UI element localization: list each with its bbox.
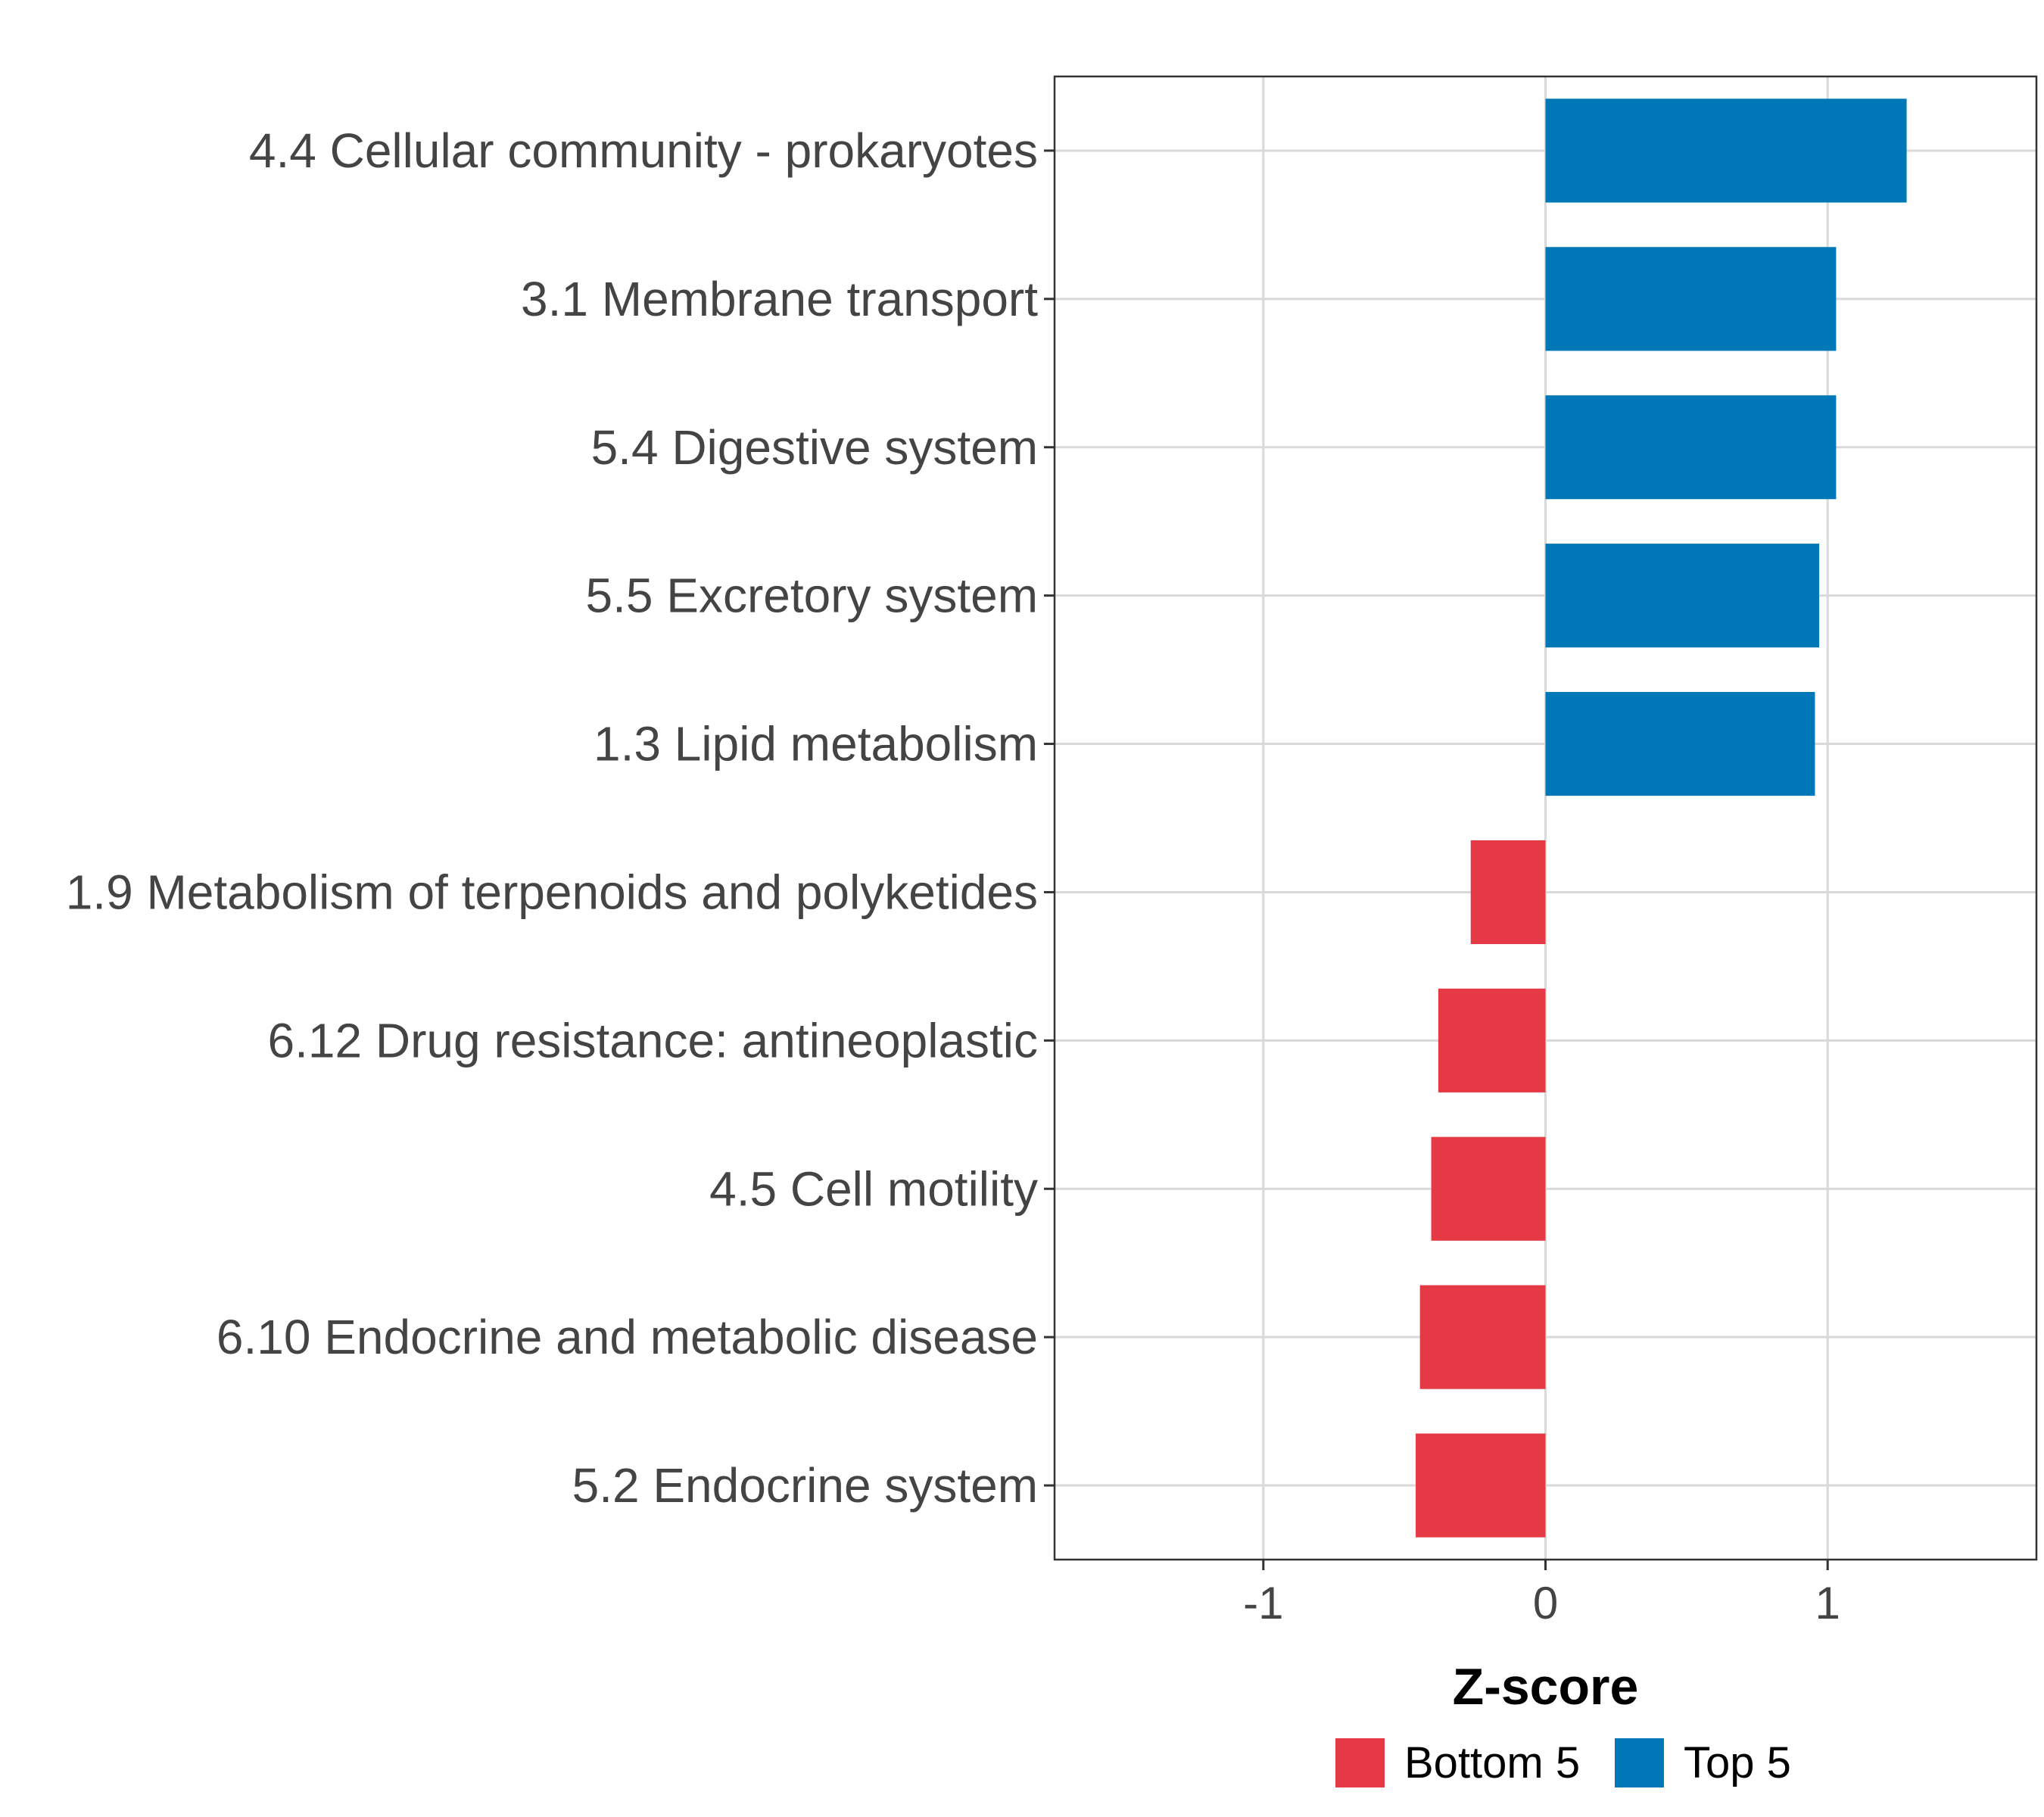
x-tick-label: -1 (1243, 1578, 1283, 1628)
x-tick-label: 0 (1533, 1578, 1558, 1628)
legend-swatch (1335, 1738, 1385, 1787)
x-axis: -1 0 1 (1243, 1560, 1840, 1628)
bar (1419, 1285, 1546, 1389)
category-label: 5.5 Excretory system (586, 569, 1039, 623)
bar (1545, 544, 1820, 648)
legend-label: Bottom 5 (1404, 1738, 1580, 1787)
category-label: 3.1 Membrane transport (521, 272, 1038, 326)
category-label: 6.12 Drug resistance: antineoplastic (268, 1013, 1038, 1067)
bar (1545, 247, 1837, 351)
legend-swatch (1615, 1738, 1664, 1787)
category-label: 5.2 Endocrine system (572, 1458, 1038, 1513)
bar (1545, 691, 1815, 796)
category-label: 5.4 Digestive system (591, 420, 1038, 475)
x-tick-label: 1 (1815, 1578, 1840, 1628)
bars (1416, 98, 1907, 1538)
legend: Bottom 5 Top 5 (1335, 1738, 1791, 1787)
y-axis: 4.4 Cellular community - prokaryotes 3.1 … (66, 123, 1055, 1513)
bar (1438, 988, 1546, 1092)
bar (1545, 98, 1907, 203)
bar (1545, 395, 1837, 500)
bar (1416, 1433, 1546, 1538)
category-label: 4.4 Cellular community - prokaryotes (249, 123, 1038, 178)
category-label: 6.10 Endocrine and metabolic disease (217, 1310, 1038, 1364)
bar (1431, 1136, 1546, 1241)
category-label: 1.3 Lipid metabolism (594, 717, 1038, 771)
category-label: 4.5 Cell motility (709, 1161, 1038, 1216)
x-axis-title: Z-score (1453, 1658, 1639, 1716)
bar (1470, 840, 1546, 945)
category-label: 1.9 Metabolism of terpenoids and polyket… (66, 865, 1038, 919)
legend-label: Top 5 (1684, 1738, 1791, 1787)
